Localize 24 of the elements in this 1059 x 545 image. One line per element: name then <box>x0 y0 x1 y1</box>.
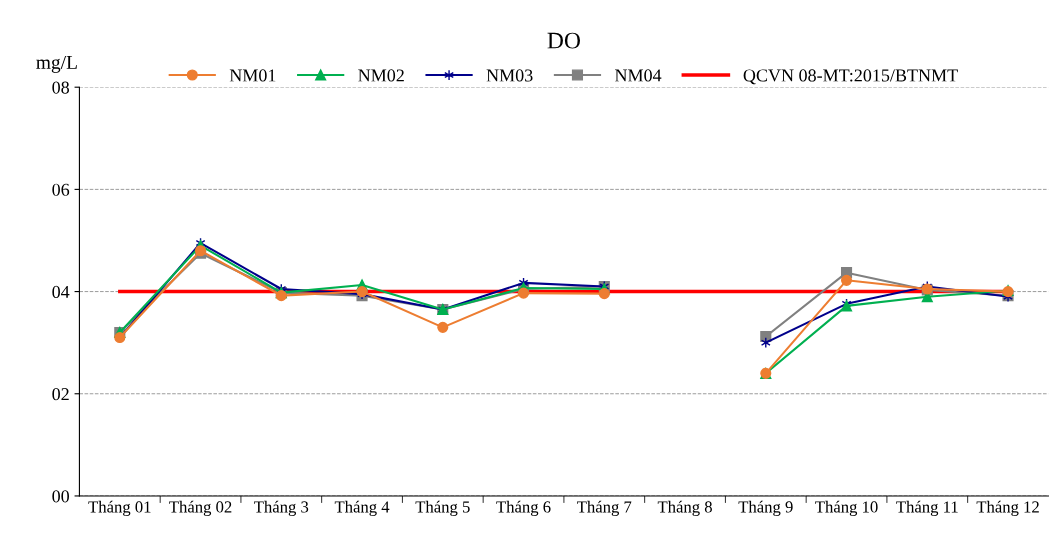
legend-label: NM01 <box>229 69 276 82</box>
x-tick-label: Tháng 02 <box>169 500 232 516</box>
x-tick-label: Tháng 10 <box>815 500 878 516</box>
y-tick-label: 08 <box>52 81 70 94</box>
x-tick-label: Tháng 11 <box>896 500 958 516</box>
y-axis-title: mg/L <box>36 55 77 73</box>
legend-label: NM02 <box>358 69 404 82</box>
x-tick-label: Tháng 4 <box>334 500 390 516</box>
x-tick-label: Tháng 5 <box>415 500 470 516</box>
x-tick-label: Tháng 9 <box>738 500 793 516</box>
y-tick-label: 02 <box>52 388 69 401</box>
x-tick-label: Tháng 3 <box>254 500 309 516</box>
y-tick-label: 00 <box>52 490 70 503</box>
legend-label: NM04 <box>615 69 662 82</box>
x-tick-label: Tháng 01 <box>88 500 151 516</box>
y-tick-label: 06 <box>52 183 70 196</box>
x-tick-label: Tháng 7 <box>577 500 632 516</box>
x-tick-label: Tháng 8 <box>657 500 712 516</box>
x-tick-label: Tháng 6 <box>496 500 551 516</box>
legend-label: NM03 <box>486 69 533 82</box>
chart-title: DO <box>547 32 580 49</box>
y-tick-label: 04 <box>52 285 70 299</box>
x-tick-label: Tháng 12 <box>976 500 1039 516</box>
legend-label: QCVN 08-MT:2015/BTNMT <box>743 69 958 85</box>
